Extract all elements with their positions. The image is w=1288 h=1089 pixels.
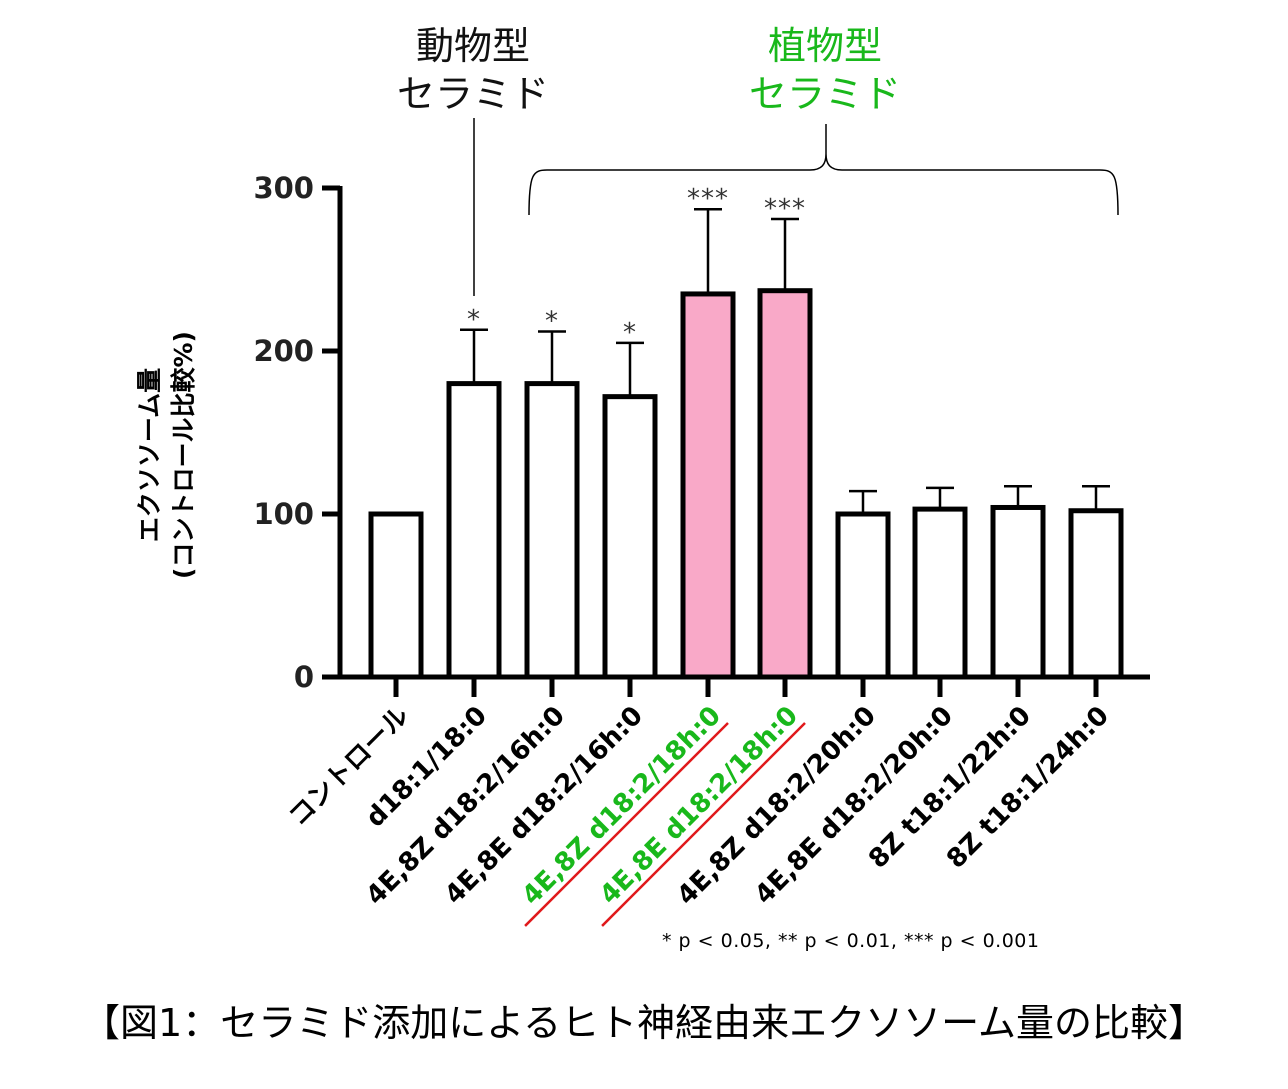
highlight-underline-4 [524, 722, 729, 927]
bar-0 [368, 511, 424, 680]
plant-ceramide-label: 植物型 セラミド [735, 22, 915, 118]
y-axis-label-line2: (コントロール比較%) [169, 331, 198, 579]
animal-ceramide-line1: 動物型 [415, 24, 530, 68]
bar-3 [602, 394, 658, 680]
y-axis-label-line1: エクソソーム量 [135, 367, 164, 543]
p-value-note: * p < 0.05, ** p < 0.01, *** p < 0.001 [662, 930, 1040, 952]
significance-3: * [623, 318, 637, 348]
y-tick-label-200: 200 [253, 334, 314, 368]
highlight-underline-5 [601, 722, 806, 927]
significance-5: *** [764, 194, 806, 224]
y-tick-label-0: 0 [294, 660, 314, 694]
y-tick-label-300: 300 [253, 171, 314, 205]
bar-4 [680, 291, 736, 680]
plant-ceramide-line1: 植物型 [767, 24, 882, 68]
animal-ceramide-line2: セラミド [396, 72, 549, 116]
bar-5 [757, 288, 813, 680]
y-tick-label-100: 100 [253, 497, 314, 531]
bar-6 [835, 511, 891, 680]
significance-4: *** [687, 184, 729, 214]
y-axis-label: エクソソーム量 (コントロール比較%) [133, 290, 233, 620]
bar-1 [446, 381, 502, 680]
significance-1: * [467, 305, 481, 335]
bar-7 [912, 506, 968, 680]
significance-2: * [545, 306, 559, 336]
animal-ceramide-label: 動物型 セラミド [383, 22, 563, 118]
bar-9 [1068, 508, 1124, 680]
plant-ceramide-line2: セラミド [748, 72, 901, 116]
bar-8 [990, 504, 1046, 680]
figure-caption: 【図1：セラミド添加によるヒト神経由来エクソソーム量の比較】 [82, 1001, 1206, 1045]
bar-2 [524, 381, 580, 680]
plant-brace [528, 124, 1119, 216]
